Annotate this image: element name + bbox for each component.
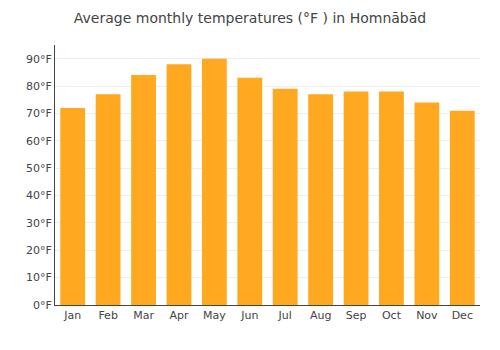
svg-text:0°F: 0°F	[33, 299, 52, 312]
svg-text:Jan: Jan	[63, 309, 81, 322]
svg-text:Sep: Sep	[346, 309, 367, 322]
svg-text:70°F: 70°F	[26, 107, 52, 120]
svg-text:Feb: Feb	[98, 309, 117, 322]
svg-text:Jun: Jun	[240, 309, 258, 322]
svg-text:10°F: 10°F	[26, 271, 52, 284]
svg-text:20°F: 20°F	[26, 244, 52, 257]
svg-text:30°F: 30°F	[26, 217, 52, 230]
svg-text:60°F: 60°F	[26, 135, 52, 148]
svg-text:90°F: 90°F	[26, 53, 52, 66]
svg-text:Oct: Oct	[382, 309, 402, 322]
svg-text:Dec: Dec	[452, 309, 473, 322]
svg-text:Mar: Mar	[133, 309, 154, 322]
svg-text:80°F: 80°F	[26, 80, 52, 93]
svg-text:Jul: Jul	[278, 309, 292, 322]
svg-text:Average monthly temperatures (: Average monthly temperatures (°F ) in Ho…	[74, 10, 426, 26]
svg-text:Nov: Nov	[416, 309, 438, 322]
svg-text:May: May	[203, 309, 226, 322]
svg-text:Aug: Aug	[310, 309, 331, 322]
svg-text:50°F: 50°F	[26, 162, 52, 175]
svg-text:Apr: Apr	[169, 309, 189, 322]
svg-text:40°F: 40°F	[26, 189, 52, 202]
